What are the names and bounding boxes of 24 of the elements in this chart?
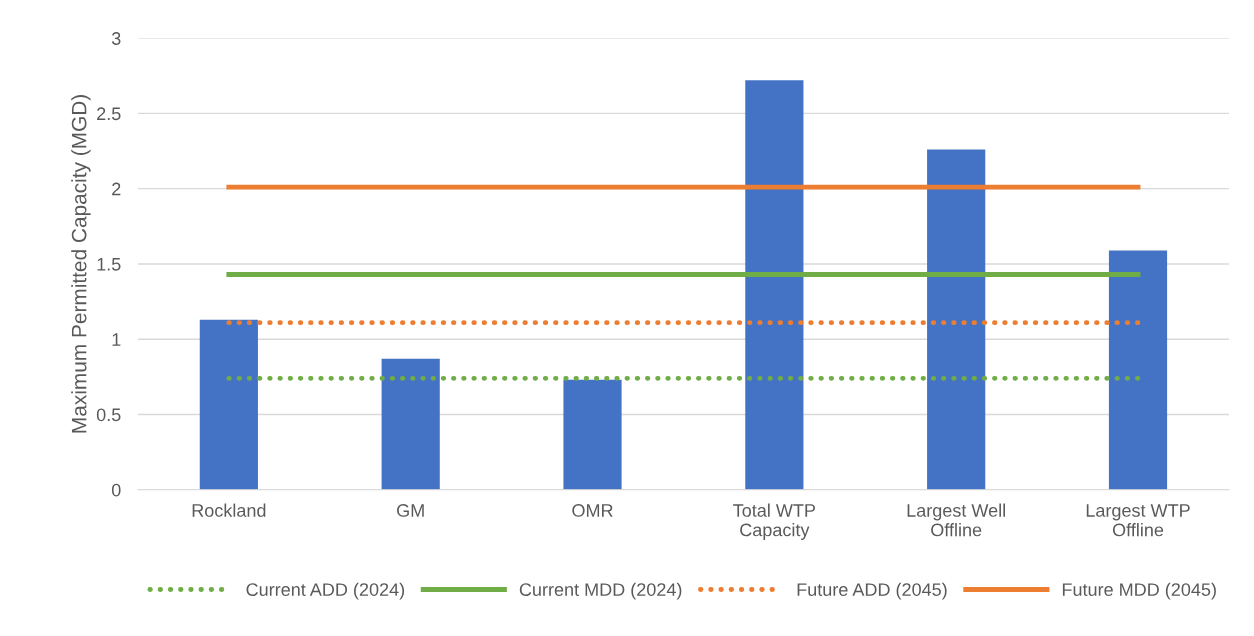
bar xyxy=(563,379,622,490)
y-tick-label: 1.5 xyxy=(97,258,121,271)
x-tick-label: Largest WTP Offline xyxy=(1086,504,1190,537)
x-tick-label: Rockland xyxy=(192,503,266,517)
y-axis-title: Maximum Permitted Capacity (MGD) xyxy=(71,95,91,433)
x-tick-label: Largest Well Offline xyxy=(907,503,1005,537)
bar xyxy=(927,149,986,490)
legend-label: Current ADD (2024) xyxy=(246,582,405,600)
bar xyxy=(381,358,440,490)
y-tick-label: 0 xyxy=(111,483,121,497)
y-tick-label: 2 xyxy=(112,182,121,196)
bar xyxy=(199,319,258,490)
legend-label: Future MDD (2045) xyxy=(1062,582,1216,600)
bar xyxy=(1108,250,1168,490)
legend-label: Current MDD (2024) xyxy=(519,582,682,600)
bar xyxy=(745,80,804,490)
x-tick-label: GM xyxy=(397,504,424,517)
y-tick-label: 0.5 xyxy=(96,408,121,422)
legend-label: Future ADD (2045) xyxy=(797,582,947,600)
x-tick-label: OMR xyxy=(572,504,613,517)
y-tick-label: 3 xyxy=(111,32,121,45)
y-tick-label: 2.5 xyxy=(97,107,121,121)
y-tick-label: 1 xyxy=(112,333,121,346)
x-tick-label: Total WTP Capacity xyxy=(733,503,816,540)
